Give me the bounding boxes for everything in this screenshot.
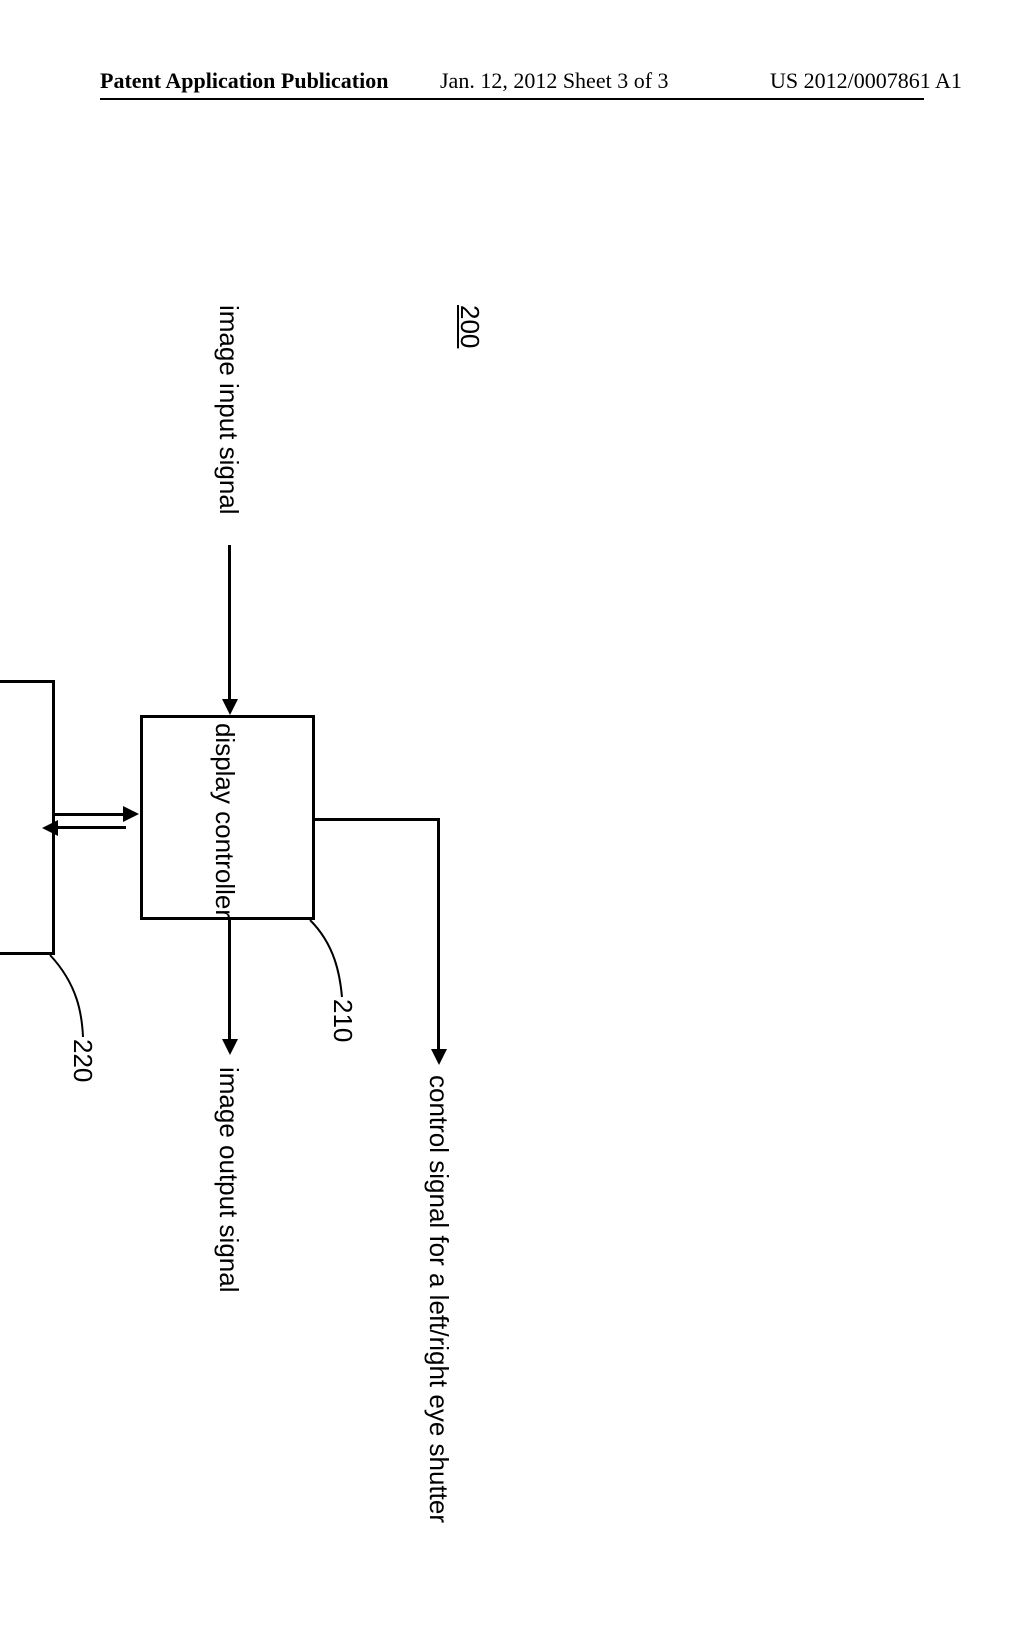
edge-output-label: image output signal	[213, 1067, 244, 1292]
edge-mem-arrowhead-down-icon	[42, 820, 58, 836]
node-memory: memory	[0, 680, 55, 955]
system-ref-label: 200	[454, 305, 485, 348]
edge-input-arrowhead-icon	[222, 699, 238, 715]
figure-wrapper: 200 display controller 210 memory 220 im…	[120, 150, 900, 1200]
edge-ctrl-hline	[437, 818, 440, 1053]
header-right: US 2012/0007861 A1	[770, 68, 962, 94]
node-display-controller-label: display controller	[209, 718, 240, 923]
edge-mem-arrowhead-up-icon	[123, 806, 139, 822]
edge-output-line	[228, 920, 231, 1043]
header-left: Patent Application Publication	[100, 68, 388, 94]
edge-input-label: image input signal	[213, 305, 244, 515]
node-display-controller: display controller	[140, 715, 315, 920]
edge-mem-line1	[55, 813, 126, 816]
edge-output-arrowhead-icon	[222, 1039, 238, 1055]
edge-ctrl-arrowhead-icon	[431, 1049, 447, 1065]
edge-input-line	[228, 545, 231, 703]
ref-210-label: 210	[327, 999, 358, 1042]
figure-canvas: 200 display controller 210 memory 220 im…	[0, 285, 510, 1335]
edge-ctrl-vline	[315, 818, 440, 821]
page: Patent Application Publication Jan. 12, …	[0, 0, 1024, 1320]
header-center: Jan. 12, 2012 Sheet 3 of 3	[440, 68, 669, 94]
header-rule	[100, 98, 924, 100]
edge-ctrl-label: control signal for a left/right eye shut…	[423, 1075, 454, 1635]
edge-mem-line2	[55, 826, 126, 829]
ref-220-label: 220	[67, 1039, 98, 1082]
